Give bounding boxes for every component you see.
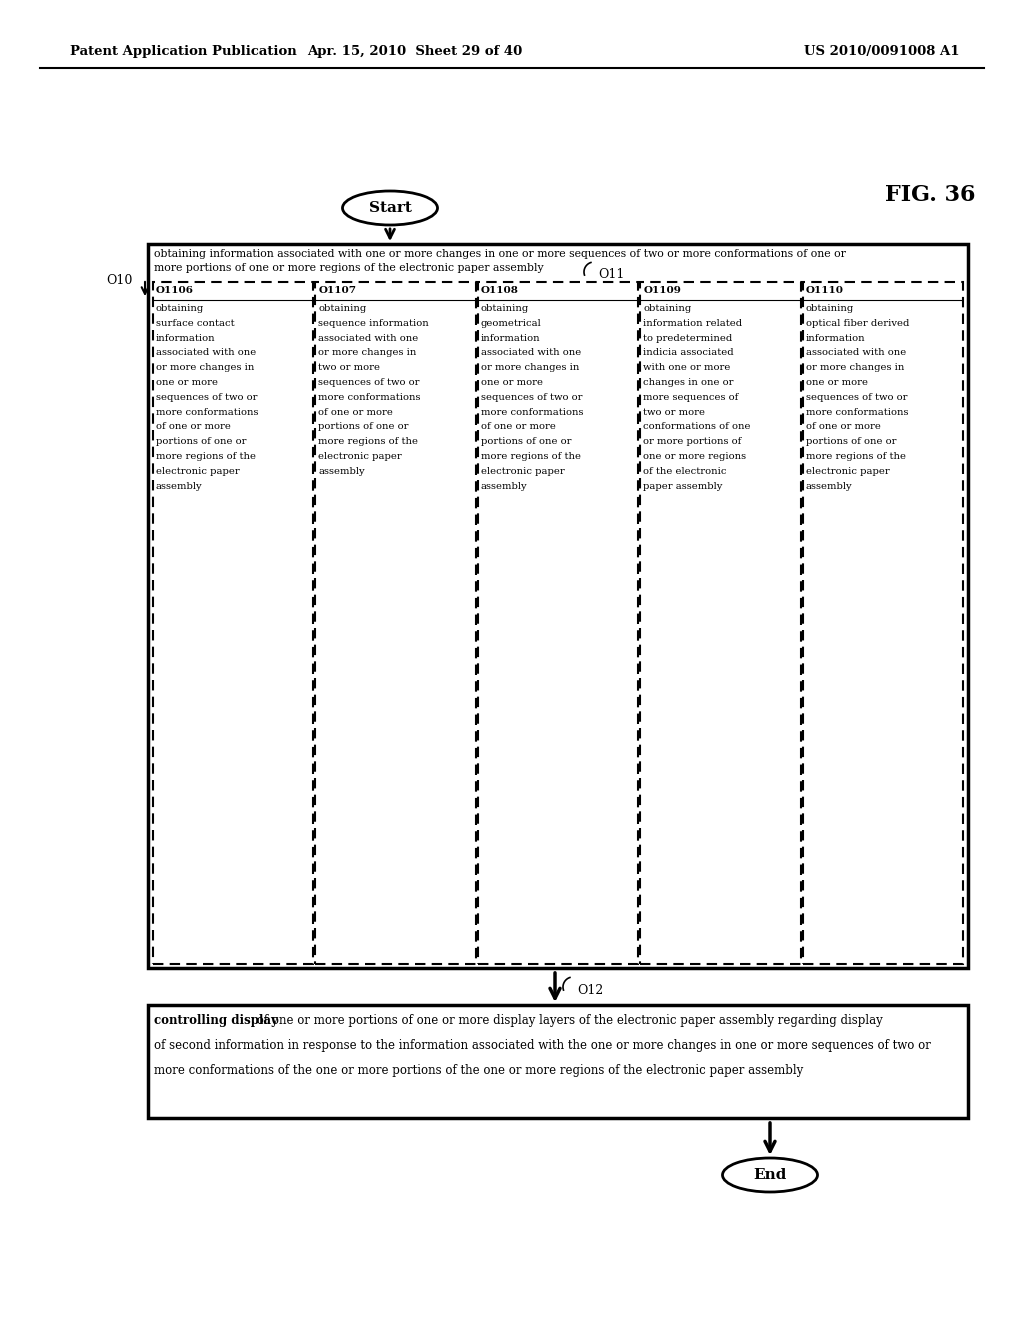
Text: O12: O12 xyxy=(577,983,603,997)
Text: more conformations: more conformations xyxy=(156,408,258,417)
Text: information: information xyxy=(156,334,216,343)
Text: information: information xyxy=(481,334,541,343)
Bar xyxy=(153,282,313,964)
Text: associated with one: associated with one xyxy=(481,348,581,358)
Text: information related: information related xyxy=(643,319,742,327)
Text: O10: O10 xyxy=(106,275,133,286)
Text: FIG. 36: FIG. 36 xyxy=(885,183,975,206)
Bar xyxy=(640,282,801,964)
Text: portions of one or: portions of one or xyxy=(156,437,247,446)
Text: US 2010/0091008 A1: US 2010/0091008 A1 xyxy=(805,45,961,58)
Text: more regions of the: more regions of the xyxy=(806,451,905,461)
Text: surface contact: surface contact xyxy=(156,319,234,327)
Text: portions of one or: portions of one or xyxy=(481,437,571,446)
Text: two or more: two or more xyxy=(643,408,706,417)
Text: indicia associated: indicia associated xyxy=(643,348,734,358)
Text: more regions of the: more regions of the xyxy=(318,437,419,446)
Text: more regions of the: more regions of the xyxy=(156,451,256,461)
Ellipse shape xyxy=(723,1158,817,1192)
Text: conformations of one: conformations of one xyxy=(643,422,751,432)
Text: O1110: O1110 xyxy=(806,286,844,294)
Text: obtaining: obtaining xyxy=(481,304,529,313)
Text: information: information xyxy=(806,334,865,343)
Text: paper assembly: paper assembly xyxy=(643,482,723,491)
Text: Start: Start xyxy=(369,201,412,215)
Text: obtaining: obtaining xyxy=(318,304,367,313)
Text: sequences of two or: sequences of two or xyxy=(318,378,420,387)
Bar xyxy=(803,282,963,964)
Text: of one or more: of one or more xyxy=(318,408,393,417)
Bar xyxy=(148,244,968,968)
Text: sequences of two or: sequences of two or xyxy=(481,393,583,401)
Text: to predetermined: to predetermined xyxy=(643,334,732,343)
Text: electronic paper: electronic paper xyxy=(481,467,564,475)
Text: Patent Application Publication: Patent Application Publication xyxy=(70,45,297,58)
Text: of one or more: of one or more xyxy=(156,422,230,432)
Text: sequences of two or: sequences of two or xyxy=(806,393,907,401)
Text: controlling display: controlling display xyxy=(154,1014,278,1027)
Text: one or more regions: one or more regions xyxy=(643,451,746,461)
Text: one or more: one or more xyxy=(481,378,543,387)
Text: O1106: O1106 xyxy=(156,286,194,294)
Text: assembly: assembly xyxy=(318,467,365,475)
Bar xyxy=(478,282,638,964)
Text: assembly: assembly xyxy=(156,482,203,491)
Text: or more portions of: or more portions of xyxy=(643,437,741,446)
Text: sequence information: sequence information xyxy=(318,319,429,327)
Text: assembly: assembly xyxy=(481,482,527,491)
Bar xyxy=(148,1005,968,1118)
Text: O1108: O1108 xyxy=(481,286,519,294)
Text: more conformations: more conformations xyxy=(806,408,908,417)
Text: Apr. 15, 2010  Sheet 29 of 40: Apr. 15, 2010 Sheet 29 of 40 xyxy=(307,45,522,58)
Text: associated with one: associated with one xyxy=(806,348,906,358)
Text: or more changes in: or more changes in xyxy=(806,363,904,372)
Text: geometrical: geometrical xyxy=(481,319,542,327)
Text: portions of one or: portions of one or xyxy=(806,437,896,446)
Text: O1107: O1107 xyxy=(318,286,356,294)
Text: electronic paper: electronic paper xyxy=(318,451,402,461)
Text: assembly: assembly xyxy=(806,482,852,491)
Bar xyxy=(315,282,476,964)
Text: of one or more: of one or more xyxy=(481,422,556,432)
Text: O11: O11 xyxy=(598,268,625,281)
Text: two or more: two or more xyxy=(318,363,380,372)
Text: of one or more: of one or more xyxy=(806,422,881,432)
Text: associated with one: associated with one xyxy=(156,348,256,358)
Text: electronic paper: electronic paper xyxy=(156,467,240,475)
Text: or more changes in: or more changes in xyxy=(318,348,417,358)
Text: or more changes in: or more changes in xyxy=(156,363,254,372)
Text: changes in one or: changes in one or xyxy=(643,378,734,387)
Text: more conformations of the one or more portions of the one or more regions of the: more conformations of the one or more po… xyxy=(154,1064,803,1077)
Ellipse shape xyxy=(342,191,437,224)
Text: sequences of two or: sequences of two or xyxy=(156,393,257,401)
Text: one or more: one or more xyxy=(806,378,867,387)
Text: more conformations: more conformations xyxy=(481,408,584,417)
Text: associated with one: associated with one xyxy=(318,334,419,343)
Text: of one or more portions of one or more display layers of the electronic paper as: of one or more portions of one or more d… xyxy=(253,1014,883,1027)
Text: optical fiber derived: optical fiber derived xyxy=(806,319,909,327)
Text: more portions of one or more regions of the electronic paper assembly: more portions of one or more regions of … xyxy=(154,263,544,273)
Text: O1109: O1109 xyxy=(643,286,681,294)
Text: more sequences of: more sequences of xyxy=(643,393,738,401)
Text: End: End xyxy=(754,1168,786,1181)
Text: one or more: one or more xyxy=(156,378,218,387)
Text: obtaining: obtaining xyxy=(643,304,691,313)
Text: more regions of the: more regions of the xyxy=(481,451,581,461)
Text: of second information in response to the information associated with the one or : of second information in response to the… xyxy=(154,1039,931,1052)
Text: of the electronic: of the electronic xyxy=(643,467,727,475)
Text: obtaining: obtaining xyxy=(806,304,854,313)
Text: electronic paper: electronic paper xyxy=(806,467,890,475)
Text: more conformations: more conformations xyxy=(318,393,421,401)
Text: with one or more: with one or more xyxy=(643,363,730,372)
Text: obtaining information associated with one or more changes in one or more sequenc: obtaining information associated with on… xyxy=(154,249,846,259)
Text: or more changes in: or more changes in xyxy=(481,363,580,372)
Text: obtaining: obtaining xyxy=(156,304,204,313)
Text: portions of one or: portions of one or xyxy=(318,422,409,432)
